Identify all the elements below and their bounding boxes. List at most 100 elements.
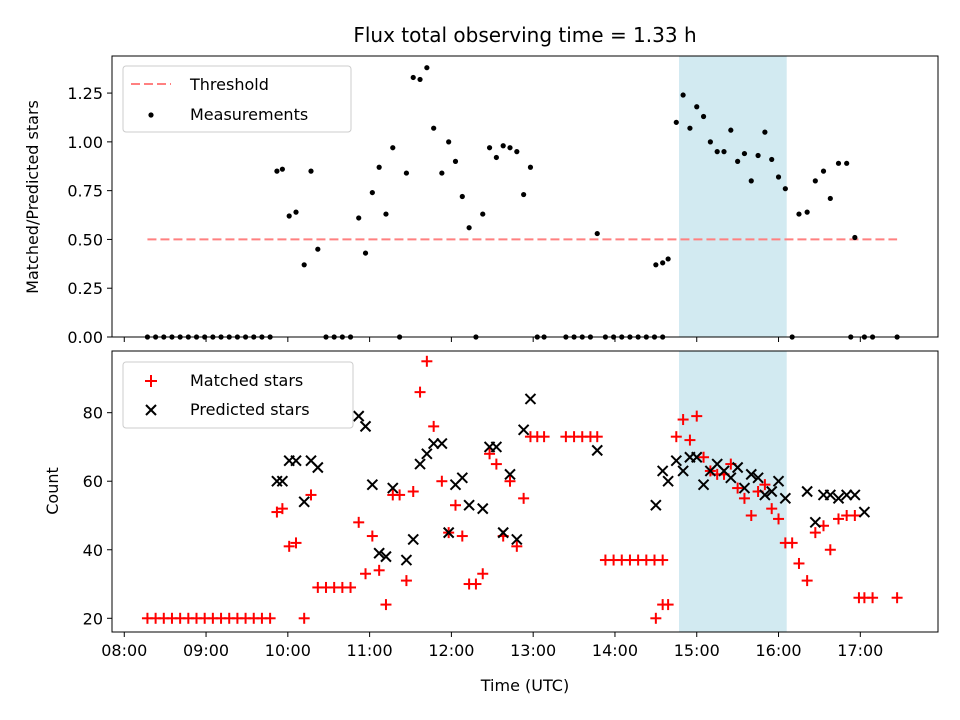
matched-star-point [400, 575, 412, 587]
matched-star-point [380, 599, 392, 611]
y-tick-label: 40 [83, 541, 103, 560]
matched-star-point [298, 612, 310, 624]
predicted-star-point [380, 550, 392, 563]
predicted-star-point [477, 502, 489, 515]
y-tick-label: 0.50 [67, 230, 103, 249]
matched-star-point [504, 475, 516, 487]
measurement-point [446, 139, 452, 145]
x-tick-label: 15:00 [674, 641, 720, 660]
predicted-star-point [414, 458, 426, 470]
x-tick-label: 10:00 [265, 641, 311, 660]
measurement-point [769, 156, 775, 163]
matched-star-point [264, 612, 276, 624]
x-tick-label: 16:00 [755, 641, 801, 660]
matched-star-point [407, 486, 419, 497]
measurement-point [835, 160, 842, 166]
matched-star-point [490, 458, 502, 470]
matched-star-point [670, 431, 682, 443]
matched-star-point [470, 578, 482, 590]
measurement-point [362, 250, 369, 256]
matched-star-point [511, 540, 523, 552]
predicted-star-point [373, 547, 385, 559]
measurement-point [796, 211, 802, 217]
matched-star-point [366, 530, 378, 542]
measurement-point [680, 92, 686, 98]
predicted-star-point [456, 472, 469, 484]
predicted-star-point [731, 461, 744, 474]
measurement-point [403, 170, 410, 176]
measurement-point [452, 158, 459, 164]
matched-star-point [684, 434, 696, 446]
measurement-point [653, 262, 659, 268]
legend-predicted-label: Predicted stars [190, 400, 310, 419]
matched-star-point [766, 503, 778, 515]
measurement-point [286, 213, 292, 219]
matched-star-point [759, 479, 771, 491]
measurement-point [507, 145, 513, 151]
predicted-star-point [298, 496, 310, 508]
panel-counts: 20 40 60 80 08:00 09:00 10:00 11:00 12:00 13:00 1… [43, 350, 939, 695]
predicted-star-point [832, 492, 845, 505]
highlight-span-top [679, 56, 787, 337]
y-tick-label: 20 [83, 609, 103, 628]
matched-star-point [801, 575, 813, 587]
panel-ratio: 0.00 0.25 0.50 0.75 1.00 1.25 Flux total obse… [23, 23, 939, 347]
x-ticks-bottom: 08:00 09:00 10:00 11:00 12:00 13:00 14:00 15:00… [101, 632, 883, 660]
predicted-star-point [504, 468, 516, 481]
measurement-point [852, 234, 858, 241]
matched-star-point [732, 482, 744, 494]
x-ticks-top [123, 337, 861, 342]
measurement-point [827, 195, 833, 202]
predicted-star-point [779, 492, 792, 505]
predicted-star-point [809, 516, 822, 529]
measurement-point [594, 230, 600, 237]
matched-star-point [891, 592, 903, 604]
predicted-star-point [591, 444, 603, 457]
predicted-star-point [436, 437, 448, 450]
matched-star-point [394, 489, 406, 501]
matched-star-point [353, 516, 365, 528]
predicted-star-point [312, 461, 324, 474]
chart-title: Flux total observing time = 1.33 h [353, 23, 696, 47]
measurement-point [514, 149, 520, 155]
measurement-point [782, 186, 788, 192]
measurement-point [728, 127, 734, 133]
legend-measurements-label: Measurements [190, 105, 308, 124]
measurement-point [527, 164, 534, 170]
y-tick-label: 0.00 [67, 328, 103, 347]
x-tick-label: 09:00 [183, 641, 229, 660]
predicted-star-point [772, 475, 785, 487]
matched-star-point [305, 489, 317, 501]
measurement-point [844, 160, 850, 166]
predicted-star-point [442, 526, 455, 539]
matched-star-point [436, 475, 448, 487]
legend-matched-swatch [145, 375, 157, 387]
measurement-point [735, 158, 741, 164]
matched-star-point [657, 554, 669, 566]
y-tick-label: 80 [83, 404, 103, 423]
matched-star-point [477, 568, 489, 580]
predicted-star-point [400, 554, 413, 566]
legend-matched-label: Matched stars [190, 371, 303, 390]
matched-star-point [698, 451, 710, 463]
x-tick-label: 12:00 [428, 641, 474, 660]
x-tick-label: 08:00 [101, 641, 147, 660]
predicted-star-point [697, 478, 710, 491]
legend-bottom: Matched stars Predicted stars [122, 361, 354, 429]
measurement-point [308, 168, 314, 174]
matched-star-point [591, 431, 603, 443]
matched-star-point [518, 492, 530, 504]
matched-star-point [538, 431, 550, 443]
predicted-star-point [840, 489, 853, 501]
matched-star-point [373, 564, 385, 576]
count-marks [141, 355, 903, 624]
legend-top: Threshold Measurements [122, 65, 352, 133]
measurement-point [775, 174, 782, 180]
matched-star-point [449, 499, 461, 511]
measurement-point [274, 168, 280, 174]
matched-star-point [773, 513, 785, 525]
predicted-star-point [463, 499, 475, 511]
predicted-star-point [359, 420, 372, 433]
measurement-point [390, 145, 396, 151]
